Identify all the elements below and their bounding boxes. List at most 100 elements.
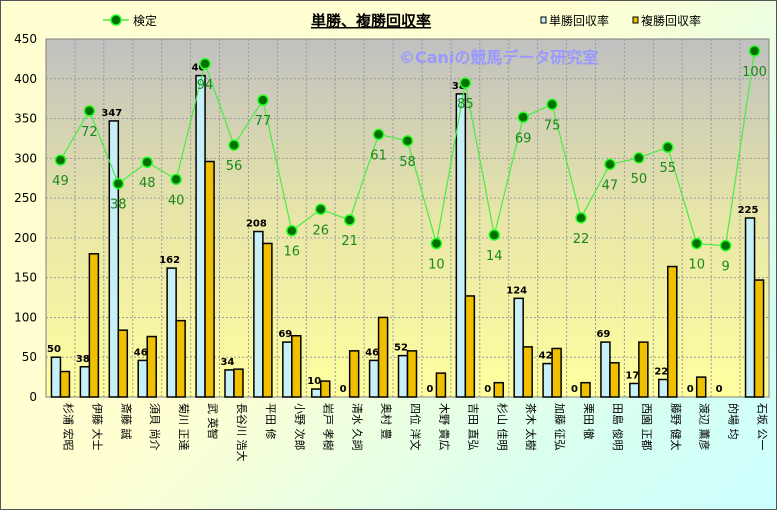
kentei-point <box>112 177 125 190</box>
y-tick-label: 50 <box>22 350 37 364</box>
x-category-label: 栗田 徹 <box>582 403 596 440</box>
kentei-label: 55 <box>660 161 677 176</box>
bar-tansho <box>137 359 148 398</box>
x-category-label: 武 英智 <box>206 403 220 440</box>
kentei-point <box>83 105 96 117</box>
kentei-label: 21 <box>341 234 358 249</box>
kentei-label: 49 <box>52 174 69 189</box>
kentei-label: 61 <box>370 148 387 163</box>
kentei-label: 14 <box>486 249 503 264</box>
kentei-label: 100 <box>742 65 767 80</box>
kentei-point <box>719 239 732 252</box>
kentei-point <box>575 212 587 224</box>
bar-tansho-label: 34 <box>221 357 235 368</box>
kentei-point <box>314 203 327 216</box>
bar-tansho-label: 208 <box>246 219 267 230</box>
bar-tansho-label: 22 <box>654 366 668 377</box>
bar-tansho <box>600 341 611 398</box>
bar-fukusho <box>435 372 447 398</box>
kentei-point <box>228 139 240 151</box>
bar-tansho <box>195 74 206 398</box>
bar-fukusho <box>667 265 678 398</box>
bar-tansho <box>282 341 293 398</box>
bar-fukusho <box>59 370 71 398</box>
bar-fukusho <box>406 350 418 398</box>
kentei-label: 10 <box>428 258 445 273</box>
bar-fukusho <box>262 242 273 398</box>
bar-tansho-label: 10 <box>307 376 321 387</box>
bar-tansho <box>310 388 322 398</box>
kentei-label: 26 <box>312 223 329 238</box>
kentei-point <box>459 77 472 89</box>
x-category-label: 奥村 豊 <box>380 403 394 440</box>
bar-fukusho <box>291 334 302 398</box>
legend-tansho-swatch <box>540 16 547 24</box>
bar-tansho-label: 162 <box>159 255 180 266</box>
bar-fukusho <box>348 350 360 398</box>
bar-fukusho <box>175 319 186 398</box>
legend-line: 検定 <box>103 13 157 28</box>
bar-tansho <box>224 369 235 398</box>
y-tick-label: 100 <box>14 310 37 324</box>
kentei-label: 16 <box>284 245 301 260</box>
x-category-label: 須貝 尚介 <box>148 403 162 451</box>
bar-tansho <box>744 217 756 398</box>
bar-tansho-label: 46 <box>365 347 379 358</box>
y-tick-label: 150 <box>14 271 37 285</box>
x-category-label: 岩戸 孝樹 <box>322 403 336 451</box>
x-category-label: 伊藤 大士 <box>90 403 104 451</box>
x-category-label: 杉浦 宏昭 <box>61 403 75 451</box>
kentei-label: 38 <box>110 198 127 213</box>
bar-fukusho <box>753 279 765 398</box>
x-category-label: 長谷川 浩大 <box>235 403 249 462</box>
x-category-label: 渡辺 薫彦 <box>698 403 712 451</box>
bar-tansho <box>397 354 409 398</box>
legend-fukusho-label: 複勝回収率 <box>641 13 701 28</box>
bar-tansho <box>455 93 467 398</box>
x-category-label: 加藤 征弘 <box>553 403 566 451</box>
bar-tansho-label: 38 <box>452 81 466 92</box>
bar-tansho-label: 52 <box>394 343 408 354</box>
watermark: ©Caniの競馬データ研究室 <box>399 48 598 67</box>
kentei-label: 72 <box>81 125 98 140</box>
kentei-label: 50 <box>631 172 648 187</box>
bar-tansho-label: 347 <box>101 108 122 119</box>
bar-tansho <box>629 382 640 398</box>
x-category-label: 吉田 直弘 <box>466 403 480 451</box>
kentei-point <box>662 141 674 153</box>
kentei-label: 94 <box>197 78 214 93</box>
kentei-label: 85 <box>457 97 474 112</box>
bar-fukusho <box>609 362 620 398</box>
kentei-label: 10 <box>688 258 705 273</box>
bar-fukusho <box>522 346 533 398</box>
x-category-label: 木野 貴広 <box>437 403 451 451</box>
kentei-label: 48 <box>139 176 156 191</box>
bar-fukusho <box>464 295 476 398</box>
y-tick-label: 450 <box>14 32 37 46</box>
bar-tansho-label: 0 <box>426 384 433 395</box>
bar-fukusho <box>493 381 505 398</box>
x-category-label: 小野 次郎 <box>293 403 307 451</box>
bar-tansho-label: 17 <box>625 370 639 381</box>
kentei-point <box>170 173 182 186</box>
kentei-point <box>430 237 443 250</box>
bar-tansho <box>513 297 524 398</box>
x-category-label: 四位 洋文 <box>409 403 423 451</box>
x-category-label: 藤野 健太 <box>669 403 682 451</box>
x-category-label: 杉山 佳明 <box>495 403 509 451</box>
bar-fukusho <box>551 347 562 398</box>
bar-fukusho <box>377 316 389 398</box>
bar-tansho-label: 42 <box>539 351 553 362</box>
bar-tansho <box>253 230 264 398</box>
y-tick-label: 200 <box>14 231 37 245</box>
kentei-label: 77 <box>255 114 272 129</box>
y-tick-label: 250 <box>14 191 37 205</box>
bar-fukusho <box>695 376 707 398</box>
bar-fukusho <box>319 380 331 398</box>
kentei-label: 22 <box>573 232 590 247</box>
bar-tansho <box>658 378 669 398</box>
kentei-point <box>141 156 153 168</box>
kentei-point <box>517 111 529 124</box>
legend-tansho: 単勝回収率 <box>540 13 609 28</box>
